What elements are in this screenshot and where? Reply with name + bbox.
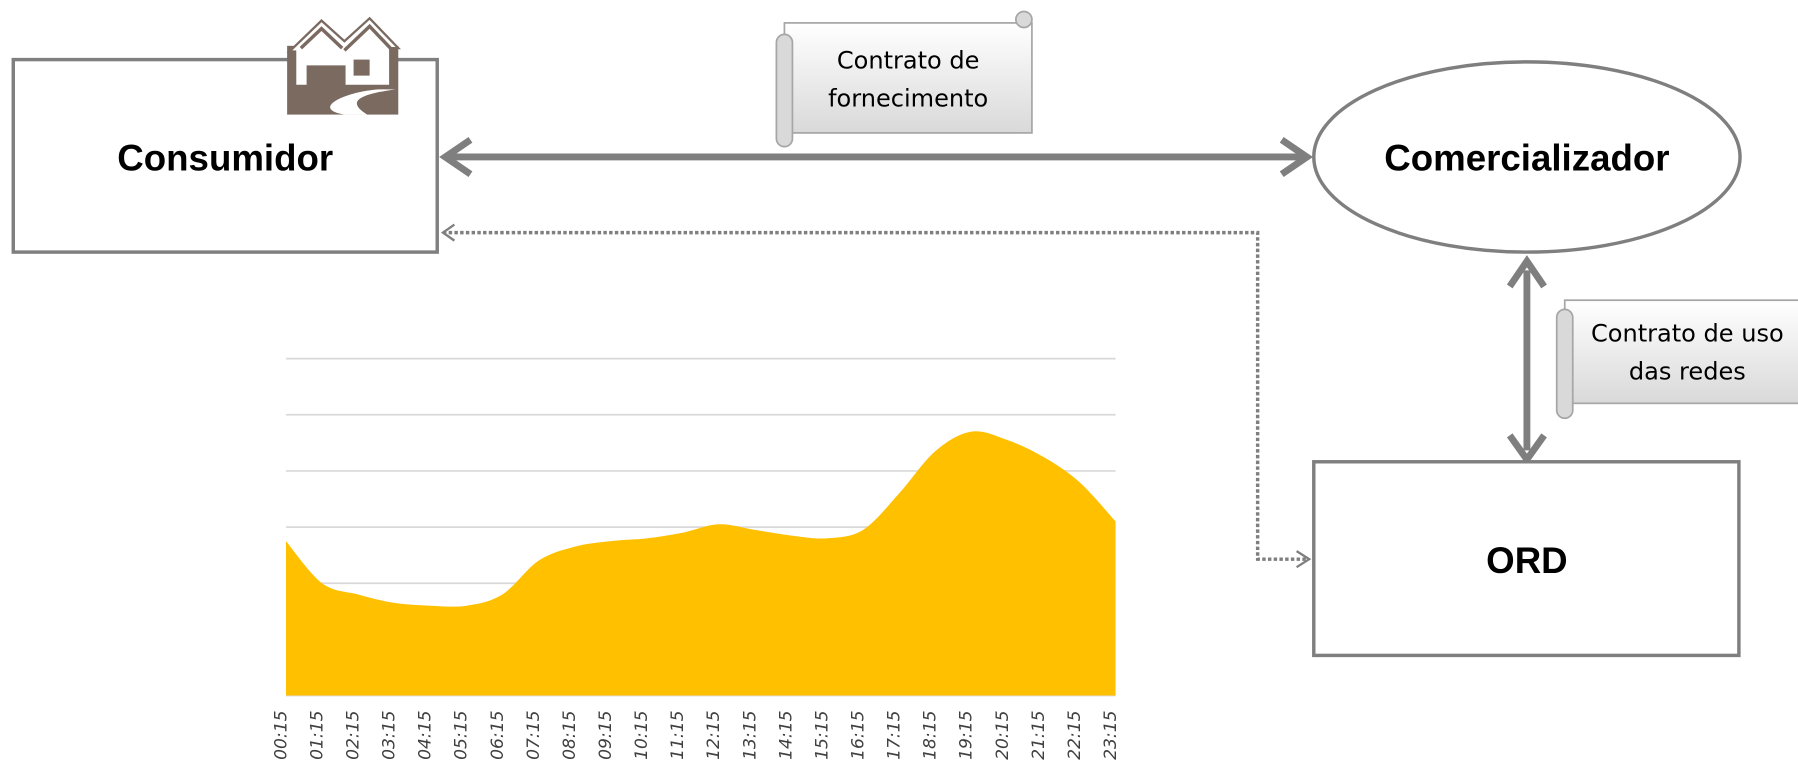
x-tick-label: 03:15 [380, 710, 400, 760]
x-tick-label: 21:15 [1029, 710, 1049, 760]
arrow-heads [439, 136, 1314, 178]
node-label: Comercializador [1384, 138, 1669, 179]
x-tick-label: 23:15 [1101, 710, 1121, 760]
x-tick-label: 09:15 [596, 710, 616, 760]
x-tick-label: 06:15 [488, 710, 508, 759]
x-tick-label: 17:15 [885, 710, 905, 760]
x-tick-label: 01:15 [307, 710, 327, 760]
x-tick-label: 20:15 [993, 710, 1013, 760]
x-tick-label: 13:15 [740, 710, 760, 760]
area-chart: 00:15 01:15 02:15 03:15 04:15 05:15 06:15 07:15… [271, 357, 1121, 760]
ord-box [1312, 460, 1741, 658]
x-tick-label: 07:15 [524, 710, 544, 760]
x-tick-label: 05:15 [452, 710, 472, 760]
scroll-text: fornecimento [828, 85, 988, 113]
node-label: ORD [1486, 540, 1567, 581]
x-tick-label: 02:15 [344, 710, 364, 760]
x-tick-label: 15:15 [812, 710, 832, 760]
x-tick-label: 16:15 [848, 710, 868, 760]
scroll: Contrato de uso das redes [1555, 299, 1798, 420]
x-tick-label: 00:15 [271, 710, 291, 760]
x-tick-label: 04:15 [416, 710, 436, 760]
x-tick-label: 08:15 [560, 710, 580, 760]
x-tick-label: 11:15 [668, 710, 688, 760]
arrows [439, 136, 1547, 569]
arrow-heads [1506, 255, 1547, 466]
x-tick-label: 12:15 [704, 710, 724, 760]
scroll-text: Contrato de [837, 47, 980, 75]
scroll: Contrato de fornecimento [775, 10, 1033, 148]
scroll-text: Contrato de uso [1591, 319, 1784, 347]
house-icon [286, 16, 401, 115]
x-tick-label: 14:15 [776, 710, 796, 760]
dotted-arrow [442, 230, 1307, 561]
arrow-heads [440, 223, 1312, 569]
retailer-ellipse [1312, 60, 1742, 254]
node-label: Consumidor [117, 138, 333, 179]
x-tick-label: 18:15 [921, 710, 941, 760]
area [285, 431, 1116, 696]
x-tick-label: 10:15 [632, 710, 652, 760]
scroll-text: das redes [1629, 357, 1746, 385]
x-tick-label: 19:15 [957, 710, 977, 760]
x-tick-label: 22:15 [1065, 710, 1085, 760]
